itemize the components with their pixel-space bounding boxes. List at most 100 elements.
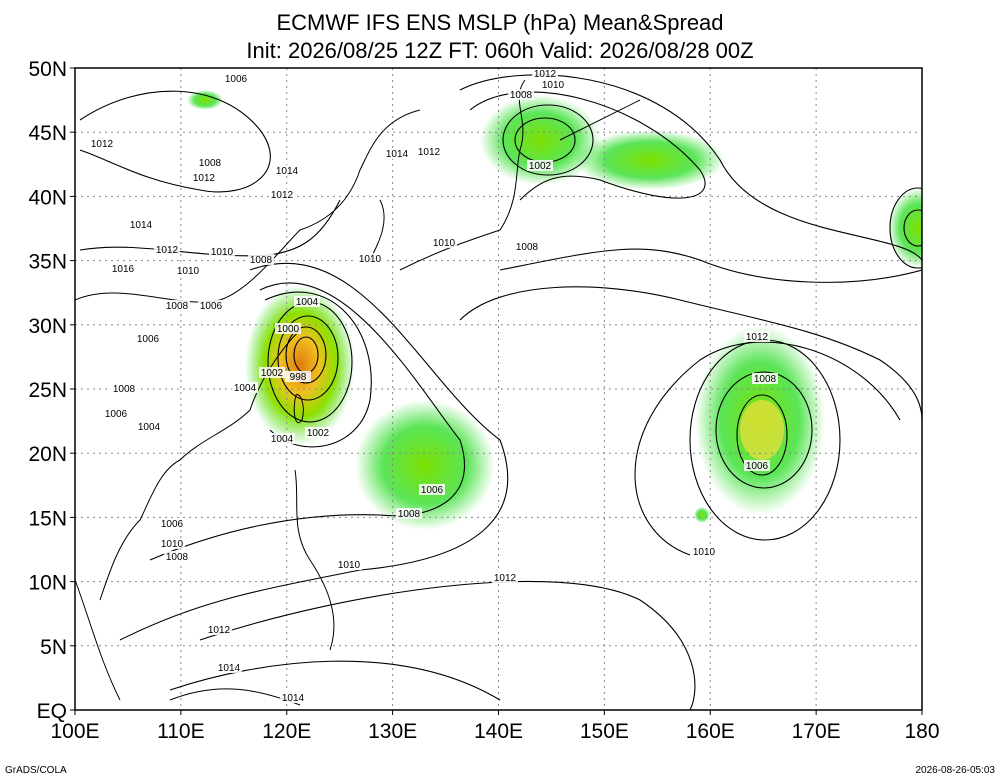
contour-label: 1002 bbox=[261, 368, 284, 379]
contour-label: 1012 bbox=[91, 139, 114, 150]
contour-label: 1012 bbox=[494, 573, 517, 584]
lat-label: 35N bbox=[28, 251, 67, 274]
contour-label-bg bbox=[269, 433, 295, 444]
contour-label-bg bbox=[111, 383, 137, 394]
contour-label: 1006 bbox=[421, 485, 444, 496]
contour-label: 1004 bbox=[138, 422, 161, 433]
lat-label: 45N bbox=[28, 122, 67, 145]
contour-label: 1006 bbox=[105, 409, 128, 420]
contour-label-bg bbox=[89, 138, 115, 149]
footer-right: 2026-08-26-05:03 bbox=[915, 765, 995, 776]
contour-label-bg bbox=[532, 68, 558, 79]
contour-label: 1012 bbox=[271, 190, 294, 201]
contour-label: 1004 bbox=[271, 434, 294, 445]
contour-label-bg bbox=[274, 165, 300, 176]
contour-label-bg bbox=[206, 624, 232, 635]
contour-label: 1012 bbox=[156, 245, 179, 256]
lat-label: 30N bbox=[28, 315, 67, 338]
contour-label-bg bbox=[103, 408, 129, 419]
footer-left: GrADS/COLA bbox=[5, 765, 67, 776]
contour-label: 1010 bbox=[433, 238, 456, 249]
contour-label-bg bbox=[419, 484, 445, 495]
contour-label-bg bbox=[154, 244, 180, 255]
contour-label: 1008 bbox=[398, 509, 421, 520]
contour-label-bg bbox=[269, 189, 295, 200]
contour-label: 1008 bbox=[199, 158, 222, 169]
contour-label-bg bbox=[744, 460, 770, 471]
lon-label: 180 bbox=[904, 720, 939, 743]
contour-label-bg bbox=[209, 246, 235, 257]
contour-label-bg bbox=[508, 89, 534, 100]
contour-label-bg bbox=[492, 572, 518, 583]
contour-label-bg bbox=[135, 333, 161, 344]
contour-label: 1010 bbox=[177, 266, 200, 277]
contour-label: 1014 bbox=[282, 693, 305, 704]
contour-label-bg bbox=[248, 254, 274, 265]
lon-label: 130E bbox=[368, 720, 417, 743]
contour-label: 998 bbox=[290, 372, 307, 383]
contour-label: 1004 bbox=[296, 297, 319, 308]
contour-label: 1006 bbox=[746, 461, 769, 472]
contour-label: 1010 bbox=[338, 560, 361, 571]
lon-label: 140E bbox=[474, 720, 523, 743]
lon-label: 100E bbox=[50, 720, 99, 743]
contour-label-bg bbox=[197, 157, 223, 168]
contour-label: 1012 bbox=[418, 147, 441, 158]
contour-label: 1002 bbox=[529, 161, 552, 172]
contour-label-bg bbox=[191, 172, 217, 183]
contour-label: 1012 bbox=[208, 625, 231, 636]
contour-label-bg bbox=[752, 373, 778, 384]
contour-label-bg bbox=[259, 367, 285, 378]
contour-label-bg bbox=[431, 237, 457, 248]
title-line-1: ECMWF IFS ENS MSLP (hPa) Mean&Spread bbox=[276, 10, 723, 35]
contour-label-bg bbox=[164, 300, 190, 311]
title-line-2: Init: 2026/08/25 12Z FT: 060h Valid: 202… bbox=[246, 38, 753, 63]
contour-label-bg bbox=[164, 551, 190, 562]
spread-shading bbox=[187, 90, 922, 530]
contour-label-bg bbox=[136, 421, 162, 432]
contour-label-bg bbox=[336, 559, 362, 570]
contour-label-bg bbox=[216, 662, 242, 673]
lat-label: 10N bbox=[28, 572, 67, 595]
contour-label: 1014 bbox=[276, 166, 299, 177]
lat-label: 20N bbox=[28, 443, 67, 466]
contour-label-bg bbox=[223, 73, 249, 84]
lon-label: 150E bbox=[580, 720, 629, 743]
contour-label: 1006 bbox=[161, 519, 184, 530]
lat-label: 50N bbox=[28, 58, 67, 81]
contour-label: 1008 bbox=[250, 255, 273, 266]
contour-label-bg bbox=[285, 371, 311, 382]
contour-label-bg bbox=[159, 538, 185, 549]
contour-label: 1006 bbox=[137, 334, 160, 345]
contour-label: 1012 bbox=[534, 69, 557, 80]
contour-label: 1012 bbox=[746, 332, 769, 343]
lon-label: 120E bbox=[262, 720, 311, 743]
contour-label-bg bbox=[396, 508, 422, 519]
contour-label: 1010 bbox=[211, 247, 234, 258]
contour-label-bg bbox=[232, 382, 258, 393]
graticule bbox=[75, 68, 922, 710]
contour-label-bg bbox=[198, 300, 224, 311]
contour-label-bg bbox=[357, 253, 383, 264]
contour-label: 1010 bbox=[359, 254, 382, 265]
lat-label: 15N bbox=[28, 507, 67, 530]
lon-label: 160E bbox=[686, 720, 735, 743]
contour-label-bg bbox=[744, 331, 770, 342]
lat-label: EQ bbox=[37, 700, 67, 723]
contour-label: 1000 bbox=[277, 324, 300, 335]
contour-label-bg bbox=[416, 146, 442, 157]
contour-label-bg bbox=[384, 148, 410, 159]
contour-label: 1008 bbox=[166, 301, 189, 312]
contour-label: 1002 bbox=[307, 428, 330, 439]
contour-label-bg bbox=[294, 296, 320, 307]
contour-label-bg bbox=[175, 265, 201, 276]
contour-label: 1012 bbox=[193, 173, 216, 184]
contour-label-bg bbox=[275, 323, 301, 334]
contour-label-bg bbox=[305, 427, 331, 438]
contour-label: 1008 bbox=[516, 242, 539, 253]
contour-label: 1006 bbox=[225, 74, 248, 85]
contour-label: 1008 bbox=[510, 90, 533, 101]
